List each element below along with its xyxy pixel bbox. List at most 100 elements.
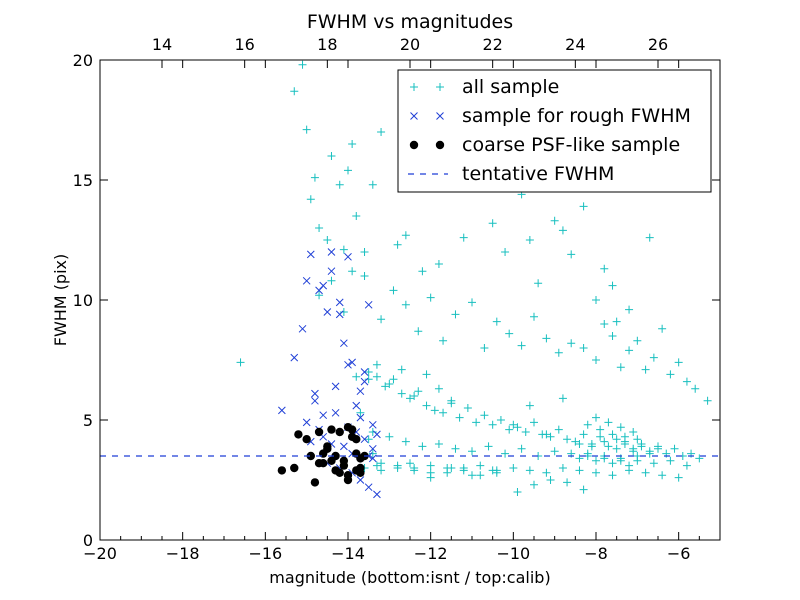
data-point [339,245,348,254]
data-point [682,461,691,470]
data-point [381,382,390,391]
data-point [368,444,377,453]
data-point [521,428,530,436]
data-point [343,475,353,485]
data-point [501,248,510,256]
data-point [563,478,572,487]
x-tick-label: −8 [584,544,608,563]
data-point [579,202,588,211]
data-point [666,456,675,465]
data-point [302,418,311,427]
data-point [348,358,356,367]
data-point [641,365,650,374]
data-point [298,60,307,69]
data-point [368,180,377,189]
data-point [298,324,307,333]
data-point [658,471,667,480]
data-point [339,456,349,465]
data-point [418,442,427,451]
data-point [517,341,526,350]
data-point [583,449,592,458]
data-point [277,466,287,475]
data-point [579,430,588,439]
data-point [513,488,522,496]
legend-label-rough-sample: sample for rough FWHM [462,105,691,127]
top-x-tick-label: 20 [400,35,420,54]
data-point [335,298,344,307]
series-0 [236,60,712,496]
data-point [505,329,514,338]
data-point [430,406,439,415]
data-point [401,231,410,240]
x-tick-label: −16 [248,544,282,563]
legend-marker [436,83,444,91]
data-point [525,236,534,244]
data-point [389,375,398,384]
y-tick-label: 15 [73,171,93,190]
data-point [480,411,489,420]
data-point [306,451,315,461]
data-point [468,447,476,456]
data-point [373,490,381,499]
data-point [633,336,642,345]
data-point [596,425,605,434]
data-point [530,480,538,489]
x-axis-title: magnitude (bottom:isnt / top:calib) [269,568,550,587]
data-point [645,449,654,458]
data-point [368,449,377,458]
data-point [575,454,584,463]
data-point [558,394,567,403]
x-tick-label: −20 [83,544,117,563]
data-point [372,360,381,369]
data-point [558,464,567,472]
data-point [558,226,567,235]
data-point [356,387,365,396]
data-point [472,418,481,427]
data-point [290,87,299,96]
legend-marker [435,140,445,150]
legend-marker [410,112,418,120]
data-point [340,339,348,348]
chart-marks [100,60,720,499]
data-point [637,442,646,451]
data-point [368,420,377,429]
y-tick-label: 10 [73,291,93,310]
data-point [608,471,617,480]
data-point [451,310,460,319]
data-point [360,368,369,376]
legend: all sample sample for rough FWHM coarse … [397,69,712,193]
data-point [488,466,497,475]
data-point [356,408,365,417]
data-point [418,267,427,276]
legend-marker [409,140,419,150]
data-point [426,293,435,302]
data-point [360,377,369,386]
data-point [335,427,344,437]
data-point [360,272,369,280]
data-point [654,444,662,453]
top-x-tick-label: 22 [482,35,502,54]
data-point [451,444,460,453]
data-point [290,353,299,362]
data-point [364,375,373,384]
data-point [327,152,336,160]
top-x-tick-label: 24 [565,35,585,54]
data-point [476,471,485,480]
data-point [571,437,580,446]
data-point [509,420,518,429]
data-point [455,413,464,422]
data-point [364,435,373,444]
data-point [377,315,386,324]
data-point [641,468,650,477]
data-point [592,356,600,364]
data-point [488,420,497,429]
data-point [682,377,691,386]
data-point [542,334,551,343]
data-point [608,430,617,439]
data-point [335,468,344,477]
data-point [530,312,538,321]
data-point [414,327,423,336]
data-point [310,173,319,182]
data-point [443,468,452,477]
data-point [629,447,638,456]
